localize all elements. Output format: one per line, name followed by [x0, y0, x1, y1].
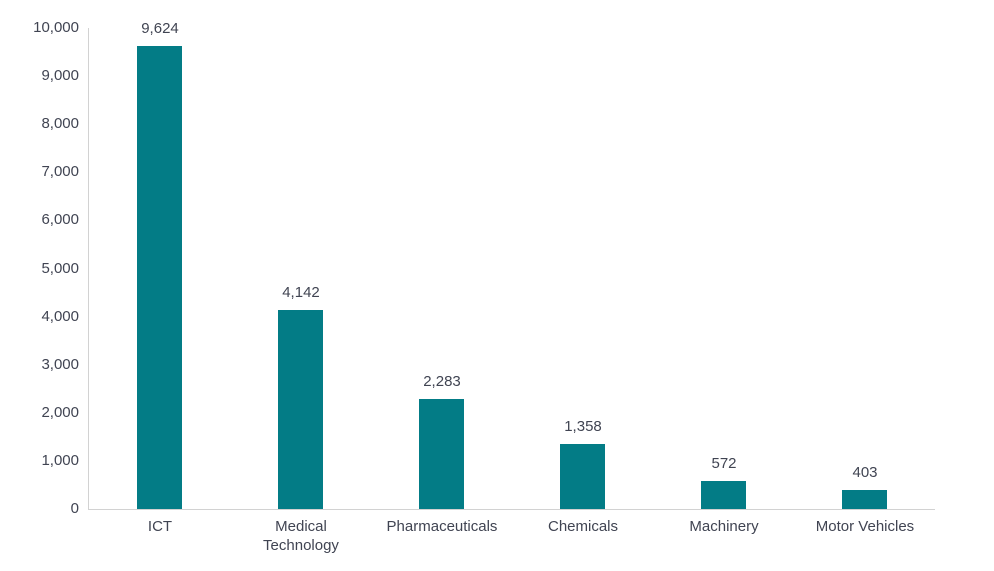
y-tick-label: 9,000: [41, 67, 79, 84]
y-tick-label: 10,000: [33, 19, 79, 36]
x-category-label: Pharmaceuticals: [386, 518, 498, 535]
bar: [842, 490, 887, 509]
bar-value-label: 1,358: [564, 418, 602, 435]
y-tick-label: 3,000: [41, 356, 79, 373]
bar-value-label: 2,283: [423, 373, 461, 390]
bar-value-label: 572: [711, 455, 737, 472]
y-tick-label: 5,000: [41, 260, 79, 277]
x-category-label: Chemicals: [547, 518, 619, 535]
x-axis-line: [88, 509, 935, 510]
y-tick-label: 6,000: [41, 211, 79, 228]
y-tick-label: 8,000: [41, 115, 79, 132]
bar: [701, 481, 746, 509]
y-tick-label: 0: [70, 500, 79, 517]
bar-value-label: 4,142: [282, 284, 320, 301]
bar-value-label: 9,624: [141, 20, 179, 37]
y-tick-label: 4,000: [41, 308, 79, 325]
bar: [137, 46, 182, 509]
x-category-label: Motor Vehicles: [815, 518, 915, 535]
bar: [560, 444, 605, 509]
y-tick-label: 1,000: [41, 452, 79, 469]
x-category-label: Medical Technology: [263, 518, 339, 554]
bar-value-label: 403: [852, 464, 878, 481]
y-tick-label: 2,000: [41, 404, 79, 421]
bar: [278, 310, 323, 509]
x-category-label: ICT: [147, 518, 173, 535]
x-category-label: Machinery: [689, 518, 759, 535]
y-tick-label: 7,000: [41, 163, 79, 180]
y-axis-line: [88, 28, 89, 509]
bar: [419, 399, 464, 509]
